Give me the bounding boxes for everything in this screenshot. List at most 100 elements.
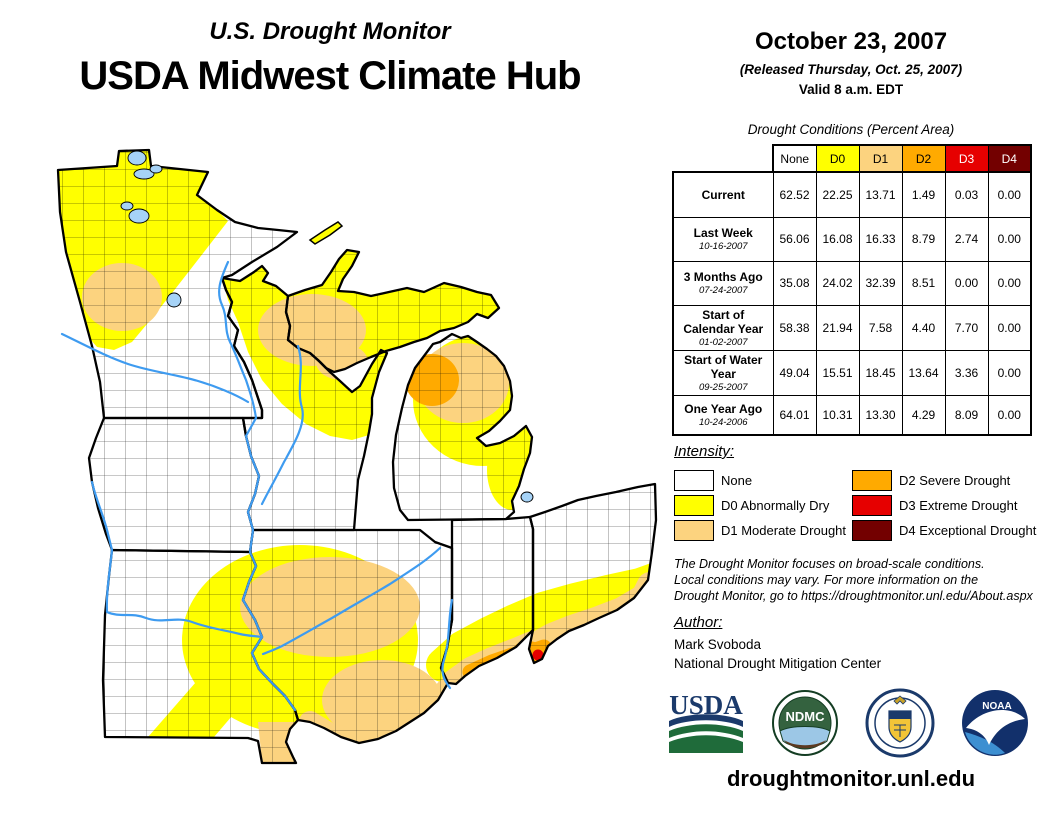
column-header-d3: D3 [944, 144, 989, 173]
intensity-legend: None D0 Abnormally Dry D1 Moderate Drought… [674, 468, 1036, 543]
value-cell: 8.09 [944, 394, 989, 436]
legend-item: D3 Extreme Drought [852, 493, 1030, 518]
value-cell: 18.45 [858, 349, 903, 396]
row-label: Current [672, 171, 774, 218]
column-header-d2: D2 [901, 144, 946, 173]
row-date: 01-02-2007 [698, 336, 748, 348]
legend-label: D4 Exceptional Drought [899, 523, 1037, 538]
missouri-river [90, 480, 264, 639]
value-cell: 21.94 [815, 304, 860, 351]
table-row: Start of Calendar Year 01-02-2007 58.38 21.… [672, 304, 1032, 351]
value-cell: 4.29 [901, 394, 946, 436]
value-cell: 13.64 [901, 349, 946, 396]
legend-swatch [852, 495, 892, 516]
value-cell: 0.00 [987, 171, 1032, 218]
value-cell: 0.03 [944, 171, 989, 218]
disclaimer-line: The Drought Monitor focuses on broad-sca… [674, 557, 985, 571]
table-row: Current 62.52 22.25 13.71 1.49 0.03 0.00 [672, 171, 1032, 218]
table-title: Drought Conditions (Percent Area) [747, 122, 955, 137]
footer-url: droughtmonitor.unl.edu [726, 766, 976, 791]
value-cell: 56.06 [772, 216, 817, 262]
row-label: 3 Months Ago 07-24-2007 [672, 260, 774, 306]
usdm-title: U.S. Drought Monitor [209, 18, 451, 45]
ndmc-logo-text: NDMC [786, 709, 826, 724]
value-cell: 7.70 [944, 304, 989, 351]
legend-swatch [852, 470, 892, 491]
legend-item: D2 Severe Drought [852, 468, 1030, 493]
leech-lake [128, 208, 150, 224]
rivers [60, 260, 454, 712]
row-label: One Year Ago 10-24-2006 [672, 394, 774, 436]
usda-logo: USDA [669, 690, 743, 753]
mille-lacs-lake [166, 292, 182, 308]
column-header-d4: D4 [987, 144, 1032, 173]
release-info: October 23, 2007 (Released Thursday, Oct… [672, 28, 1030, 97]
value-cell: 8.79 [901, 216, 946, 262]
value-cell: 58.38 [772, 304, 817, 351]
legend-label: D3 Extreme Drought [899, 498, 1018, 513]
legend-label: D2 Severe Drought [899, 473, 1011, 488]
value-cell: 62.52 [772, 171, 817, 218]
row-date: 10-16-2007 [698, 241, 748, 252]
table-row: Start of Water Year 09-25-2007 49.04 15.51 1… [672, 349, 1032, 396]
legend-swatch [674, 495, 714, 516]
lake-of-the-woods [127, 150, 147, 166]
value-cell: 16.08 [815, 216, 860, 262]
value-cell: 7.58 [858, 304, 903, 351]
value-cell: 22.25 [815, 171, 860, 218]
released-line: (Released Thursday, Oct. 25, 2007) [739, 62, 963, 77]
value-cell: 2.74 [944, 216, 989, 262]
value-cell: 4.40 [901, 304, 946, 351]
disclaimer-line: Local conditions may vary. For more info… [674, 573, 979, 587]
legend-swatch [674, 470, 714, 491]
table-row: Last Week 10-16-2007 56.06 16.08 16.33 8.79 2.… [672, 216, 1032, 262]
legend-item: D0 Abnormally Dry [674, 493, 852, 518]
value-cell: 64.01 [772, 394, 817, 436]
county-grid [58, 150, 656, 763]
legend-label: None [721, 473, 753, 488]
wabash-river [441, 598, 454, 690]
illinois-river [261, 546, 442, 656]
red-lake [133, 168, 155, 180]
row-date: 10-24-2006 [698, 416, 748, 428]
noaa-logo-text: NOAA [982, 701, 1011, 712]
lakes [120, 150, 534, 503]
value-cell: 0.00 [987, 260, 1032, 306]
column-header-d0: D0 [815, 144, 860, 173]
value-cell: 10.31 [815, 394, 860, 436]
author-org: National Drought Mitigation Center [674, 656, 882, 671]
author-name: Mark Svoboda [674, 637, 762, 652]
value-cell: 0.00 [944, 260, 989, 306]
legend-label: D0 Abnormally Dry [721, 498, 830, 513]
value-cell: 0.00 [987, 349, 1032, 396]
row-date: 09-25-2007 [698, 381, 748, 393]
value-cell: 8.51 [901, 260, 946, 306]
legend-heading: Intensity: [674, 443, 735, 460]
noaa-logo: NOAA [961, 690, 1028, 756]
row-date: 07-24-2007 [698, 285, 748, 296]
valid-line: Valid 8 a.m. EDT [798, 82, 904, 97]
value-cell: 3.36 [944, 349, 989, 396]
value-cell: 0.00 [987, 216, 1032, 262]
column-header-d1: D1 [858, 144, 903, 173]
mississippi-river [241, 416, 297, 712]
row-label: Start of Water Year 09-25-2007 [672, 349, 774, 396]
table-corner [673, 145, 773, 172]
minnesota-river [60, 332, 250, 404]
value-cell: 35.08 [772, 260, 817, 306]
value-cell: 24.02 [815, 260, 860, 306]
release-date: October 23, 2007 [754, 28, 948, 55]
row-label: Start of Calendar Year 01-02-2007 [672, 304, 774, 351]
table-row: 3 Months Ago 07-24-2007 35.08 24.02 32.39 8.5… [672, 260, 1032, 306]
legend-item: D4 Exceptional Drought [852, 518, 1036, 543]
row-label: Last Week 10-16-2007 [672, 216, 774, 262]
value-cell: 0.00 [987, 394, 1032, 436]
value-cell: 32.39 [858, 260, 903, 306]
legend-item: D1 Moderate Drought [674, 518, 852, 543]
wisconsin-river [260, 344, 304, 506]
legend-swatch [674, 520, 714, 541]
column-header-none: None [772, 144, 817, 173]
legend-item: None [674, 468, 852, 493]
